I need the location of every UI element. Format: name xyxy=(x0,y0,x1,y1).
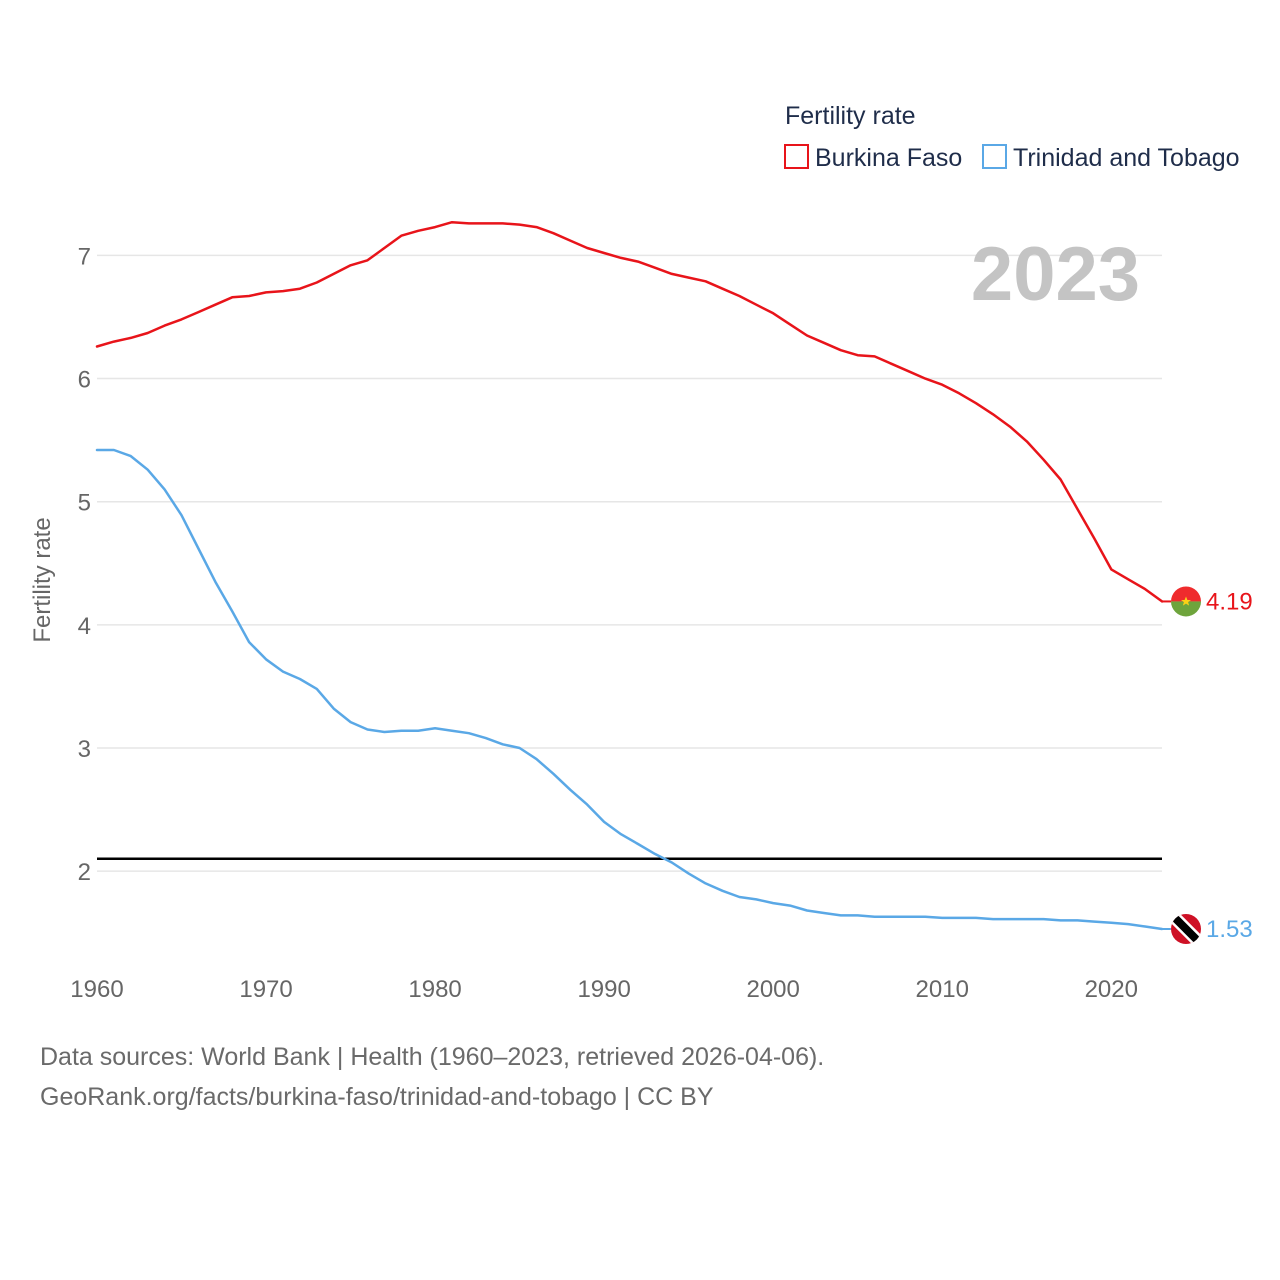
legend-title: Fertility rate xyxy=(785,102,916,130)
end-value-label: 4.19 xyxy=(1206,588,1253,615)
y-tick-label-4: 4 xyxy=(78,613,91,640)
legend-item-burkina-faso[interactable]: Burkina Faso xyxy=(784,144,962,172)
y-tick-label-6: 6 xyxy=(78,367,91,394)
x-tick-label-2000: 2000 xyxy=(746,976,799,1003)
x-tick-label-1980: 1980 xyxy=(408,976,461,1003)
series-line-trinidad-and-tobago xyxy=(95,448,1164,931)
legend-swatch-burkina-faso xyxy=(784,144,809,169)
series-line-burkina-faso xyxy=(95,220,1164,603)
footer-sources: Data sources: World Bank | Health (1960–… xyxy=(40,1043,825,1071)
end-value-label: 1.53 xyxy=(1206,916,1253,943)
end-markers: 4.19 1.53 xyxy=(1162,586,1253,944)
legend-item-trinidad-and-tobago[interactable]: Trinidad and Tobago xyxy=(982,144,1240,172)
x-axis-ticks: 1960 1970 1980 1990 2000 2010 2020 xyxy=(70,976,1138,1003)
footer-link[interactable]: GeoRank.org/facts/burkina-faso/trinidad-… xyxy=(40,1083,714,1111)
legend-label-trinidad-and-tobago: Trinidad and Tobago xyxy=(1013,144,1240,172)
x-tick-label-2010: 2010 xyxy=(916,976,969,1003)
x-tick-label-1970: 1970 xyxy=(239,976,292,1003)
legend-swatch-trinidad-and-tobago xyxy=(982,144,1007,169)
x-tick-label-1960: 1960 xyxy=(70,976,123,1003)
y-tick-label-3: 3 xyxy=(78,736,91,763)
y-axis-ticks: 2 3 4 5 6 7 xyxy=(78,243,91,886)
y-axis-title: Fertility rate xyxy=(29,517,56,642)
legend-label-burkina-faso: Burkina Faso xyxy=(815,144,962,172)
x-tick-label-2020: 2020 xyxy=(1085,976,1138,1003)
y-tick-label-7: 7 xyxy=(78,243,91,270)
series-lines xyxy=(95,220,1164,931)
trinidad-and-tobago-flag-icon xyxy=(1171,913,1201,944)
burkina-faso-flag-icon xyxy=(1171,586,1201,617)
year-label: 2023 xyxy=(971,232,1140,317)
y-tick-label-5: 5 xyxy=(78,490,91,517)
legend: Fertility rate Burkina Faso Trinidad and… xyxy=(784,102,1240,172)
grid-lines xyxy=(97,254,1162,872)
y-tick-label-2: 2 xyxy=(78,859,91,886)
x-tick-label-1990: 1990 xyxy=(577,976,630,1003)
